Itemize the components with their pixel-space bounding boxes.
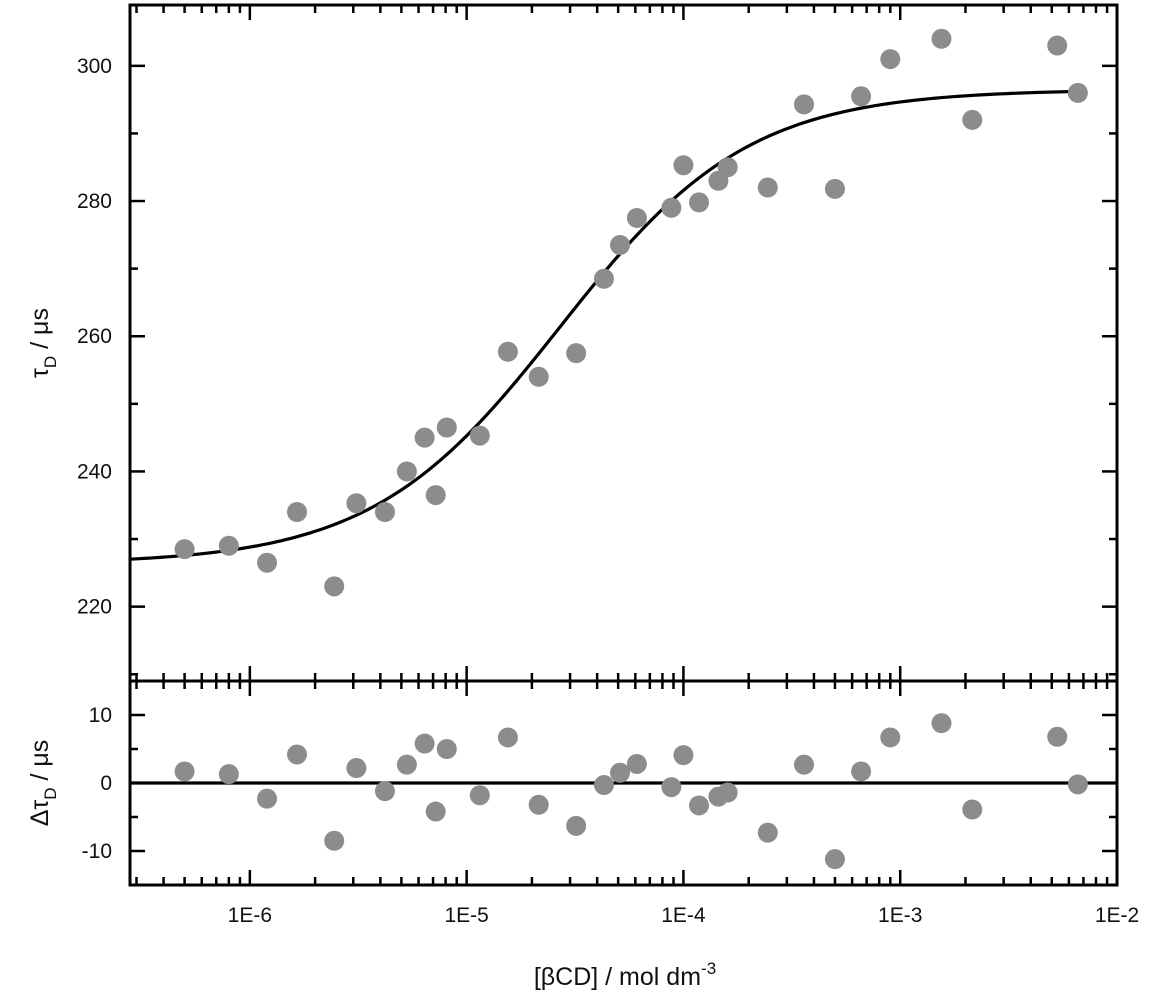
residual-point [717,782,738,803]
data-point [880,49,901,70]
data-point [374,502,395,522]
data-point [851,86,872,107]
x-tick-labels: 1E-6 1E-5 1E-4 1E-3 1E-2 [228,904,1140,927]
data-point [824,178,845,199]
residual-point [610,762,631,783]
data-point [425,485,446,506]
residual-point [174,761,195,782]
bottom-y-label-unit: / μs [26,740,54,788]
residual-point [962,799,983,820]
top-panel: 220 240 260 280 300 τD / μs [26,3,1119,683]
top-y-tick-label: 300 [77,55,112,78]
top-y-tick-label: 280 [77,190,112,213]
data-point [346,493,367,514]
top-y-label-unit: / μs [26,308,54,356]
top-y-axis-label: τD / μs [26,308,60,378]
bottom-y-axis-label: ΔτD / μs [26,740,60,827]
data-point [218,535,239,556]
top-y-tick-label: 260 [77,325,112,348]
residual-point [626,753,647,774]
top-x-ticks [135,5,1119,681]
bottom-y-label-sub: D [41,787,60,799]
residual-point [528,794,549,815]
residual-point [414,733,435,754]
residual-point [689,795,710,816]
residual-point [425,801,446,822]
x-axis-label: [βCD] / mol dm-3 [534,959,716,991]
residual-point [794,754,815,775]
top-y-label-sub: D [41,356,60,368]
data-point [497,341,518,362]
data-point [324,576,345,597]
residual-point [1047,726,1068,747]
residual-point [880,727,901,748]
data-point [414,427,435,448]
x-tick-label: 1E-2 [1095,904,1139,927]
residual-point [374,781,395,802]
residual-point [324,830,345,851]
bottom-y-label-main: Δτ [26,800,54,827]
residual-point [396,754,417,775]
bottom-y-axis: -10 0 10 [82,679,1117,887]
fit-curve [129,89,1078,561]
residual-point [469,785,490,806]
top-y-tick-label: 220 [77,596,112,619]
residual-point [824,849,845,870]
x-tick-label: 1E-4 [661,904,706,927]
data-point [962,109,983,130]
data-point [436,417,457,438]
bottom-panel: -10 0 10 ΔτD / μs [26,679,1119,887]
data-point [593,268,614,289]
residual-point [436,739,457,759]
data-point [528,366,549,387]
data-point [469,425,490,446]
top-data-points [174,28,1088,597]
residual-point [673,745,694,766]
data-point [1047,35,1068,56]
bottom-y-tick-label: -10 [82,840,112,863]
data-point [286,502,307,522]
residual-point [851,761,872,782]
data-point [610,234,631,255]
residual-point [286,744,307,765]
data-point [396,461,417,482]
residual-point [931,713,952,734]
data-point [689,192,710,213]
residual-point [1067,774,1088,795]
x-tick-label: 1E-3 [878,904,922,927]
residual-point [257,788,278,809]
top-y-label-main: τ [26,368,54,378]
top-y-tick-label: 240 [77,460,112,483]
data-point [1067,82,1088,103]
data-point [174,539,195,560]
x-tick-label: 1E-5 [444,904,488,927]
x-label-main: [βCD] / mol dm [534,963,701,991]
data-point [626,207,647,228]
residual-point [218,764,239,785]
bottom-y-tick-label: 10 [89,704,112,727]
residual-point [346,758,367,779]
residual-point [661,777,682,798]
x-label-sup: -3 [701,959,716,978]
data-point [931,28,952,49]
data-point [757,177,778,198]
top-y-axis: 220 240 260 280 300 [77,55,1117,676]
bottom-y-tick-label: 0 [100,772,112,795]
residual-point [566,815,587,836]
residual-point [757,822,778,843]
data-point [673,155,694,176]
residual-point [593,775,614,796]
data-point [257,552,278,573]
top-plot-frame [128,3,1119,683]
data-point [717,157,738,178]
x-tick-label: 1E-6 [228,904,272,927]
residual-point [497,727,518,748]
bottom-x-axis [135,681,1119,885]
data-point [794,94,815,115]
residual-points [174,713,1088,870]
data-point [661,197,682,218]
data-point [566,343,587,364]
